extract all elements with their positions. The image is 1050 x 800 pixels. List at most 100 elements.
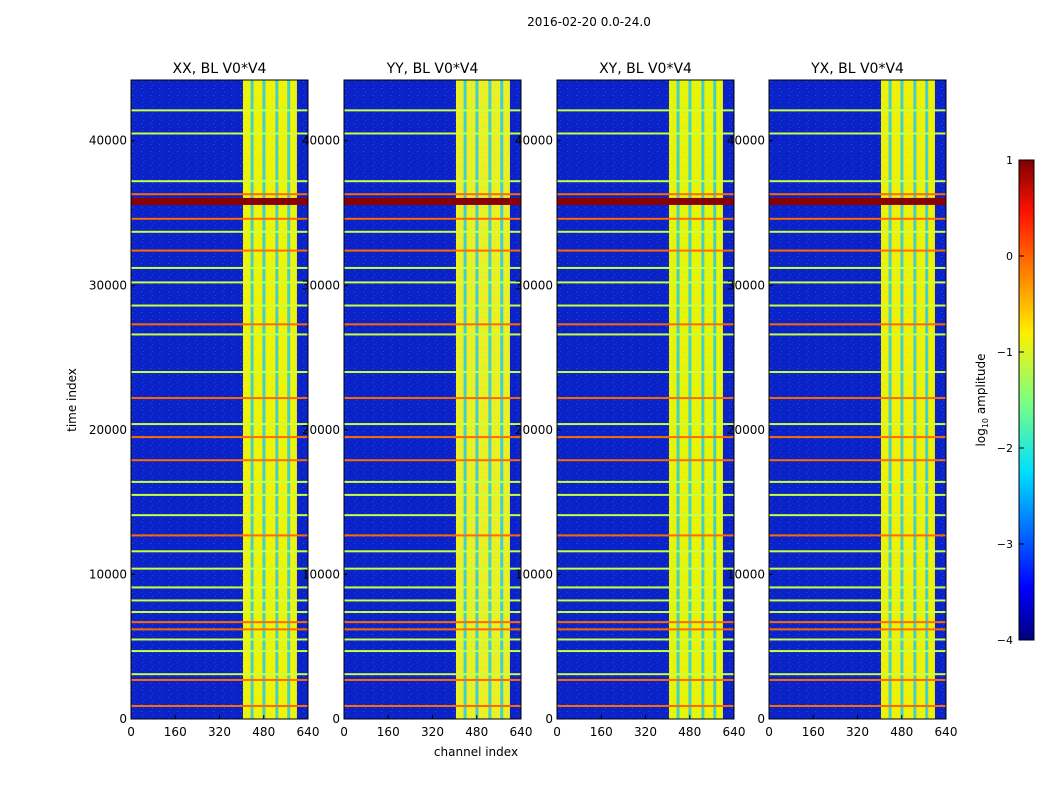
panel: XY, BL V0*V4 0 160 320 480 640 0 10000 20000 3000… <box>515 61 746 739</box>
rfi-row <box>769 704 946 707</box>
rfi-row <box>131 638 308 641</box>
rfi-row <box>344 304 521 307</box>
panel-title: YX, BL V0*V4 <box>810 61 904 77</box>
rfi-row <box>344 397 521 400</box>
x-tick-label: 0 <box>553 725 561 739</box>
x-tick-label: 0 <box>127 725 135 739</box>
rfi-row <box>769 193 946 196</box>
band-gap <box>913 80 917 719</box>
rfi-row <box>344 621 521 624</box>
rfi-row <box>344 266 521 269</box>
x-tick-label: 480 <box>890 725 913 739</box>
rfi-row <box>344 371 521 374</box>
band-gap <box>475 80 479 719</box>
rfi-row <box>769 650 946 653</box>
colorbar-tick-label: 1 <box>1006 154 1013 167</box>
rfi-row <box>344 333 521 336</box>
x-tick-label: 480 <box>252 725 275 739</box>
rfi-row <box>344 704 521 707</box>
rfi-row <box>557 459 734 462</box>
rfi-row <box>557 673 734 676</box>
rfi-row <box>769 333 946 336</box>
x-tick-label: 480 <box>678 725 701 739</box>
rfi-row <box>344 567 521 570</box>
rfi-row <box>131 333 308 336</box>
x-tick-label: 160 <box>164 725 187 739</box>
colorbar-tick-label: −4 <box>997 634 1013 647</box>
x-tick-label: 160 <box>377 725 400 739</box>
panel-title: XX, BL V0*V4 <box>173 61 267 77</box>
rfi-row <box>557 132 734 135</box>
rfi-row <box>344 650 521 653</box>
colorbar-tick-label: −1 <box>997 346 1013 359</box>
rfi-row <box>557 249 734 252</box>
x-tick-label: 320 <box>846 725 869 739</box>
rfi-row <box>557 493 734 496</box>
rfi-row <box>344 678 521 681</box>
colorbar: 1 0 −1 −2 −3 −4 log10 amplitude <box>974 154 1035 647</box>
rfi-row <box>557 109 734 112</box>
band-gap <box>262 80 266 719</box>
rfi-row <box>131 249 308 252</box>
x-tick-label: 320 <box>208 725 231 739</box>
rfi-row <box>557 436 734 439</box>
rfi-row <box>769 480 946 483</box>
rfi-row <box>557 333 734 336</box>
rfi-row <box>344 436 521 439</box>
rfi-row <box>131 304 308 307</box>
rfi-row <box>557 281 734 284</box>
rfi-row <box>769 586 946 589</box>
rfi-row <box>131 621 308 624</box>
rfi-row <box>131 459 308 462</box>
rfi-row <box>131 397 308 400</box>
rfi-row <box>131 628 308 631</box>
rfi-row <box>557 397 734 400</box>
rfi-row <box>557 423 734 426</box>
rfi-row <box>557 534 734 537</box>
rfi-row <box>344 423 521 426</box>
rfi-row <box>557 638 734 641</box>
band-gap <box>676 80 680 719</box>
rfi-row <box>769 249 946 252</box>
rfi-row <box>131 371 308 374</box>
rfi-row <box>769 281 946 284</box>
y-tick-label: 20000 <box>302 423 340 437</box>
rfi-row <box>557 550 734 553</box>
rfi-row <box>769 397 946 400</box>
figure-suptitle: 2016-02-20 0.0-24.0 <box>527 15 651 29</box>
y-tick-label: 40000 <box>727 134 765 148</box>
rfi-row <box>131 534 308 537</box>
rfi-row <box>769 534 946 537</box>
rfi-row <box>557 621 734 624</box>
rfi-row <box>769 304 946 307</box>
rfi-row <box>131 217 308 220</box>
rfi-row <box>557 611 734 614</box>
rfi-row <box>131 650 308 653</box>
rfi-row <box>557 650 734 653</box>
y-tick-label: 40000 <box>302 134 340 148</box>
panel: YX, BL V0*V4 0 160 320 480 640 0 10000 20000 3000… <box>727 61 958 739</box>
rfi-row <box>769 436 946 439</box>
rfi-row <box>557 304 734 307</box>
x-tick-label: 0 <box>340 725 348 739</box>
rfi-row <box>769 611 946 614</box>
y-tick-label: 0 <box>757 712 765 726</box>
rfi-row <box>131 704 308 707</box>
rfi-row <box>769 459 946 462</box>
rfi-row <box>131 180 308 183</box>
rfi-row <box>131 109 308 112</box>
rfi-row <box>557 567 734 570</box>
band-gap <box>287 80 291 719</box>
rfi-row <box>344 197 521 205</box>
rfi-row <box>131 436 308 439</box>
rfi-row <box>769 266 946 269</box>
y-tick-label: 20000 <box>89 423 127 437</box>
rfi-row <box>557 266 734 269</box>
band-gap <box>888 80 892 719</box>
y-tick-label: 0 <box>545 712 553 726</box>
rfi-row <box>344 611 521 614</box>
rfi-row <box>131 673 308 676</box>
band-gap <box>713 80 717 719</box>
rfi-row <box>769 230 946 233</box>
